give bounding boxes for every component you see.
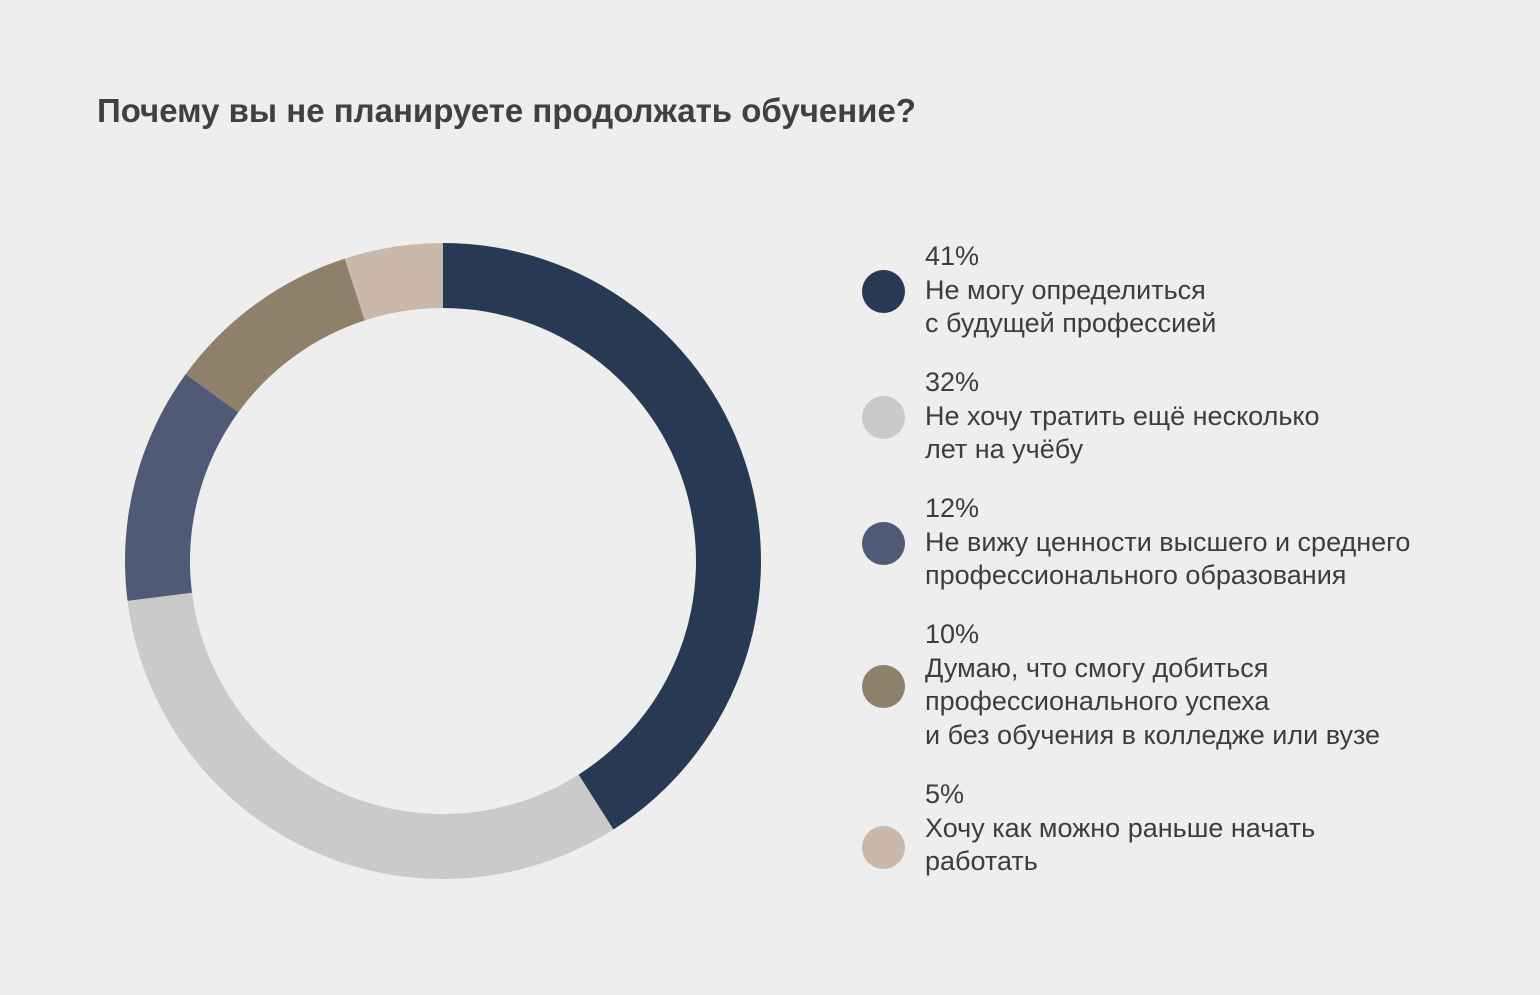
legend-label-line: с будущей профессией [925,308,1217,338]
legend-percent: 5% [925,779,965,809]
legend-swatch [862,396,905,439]
chart-title: Почему вы не планируете продолжать обуче… [97,92,916,129]
legend-label-line: профессионального образования [925,560,1347,590]
legend-swatch [862,665,905,708]
legend-swatch [862,522,905,565]
donut-chart [125,243,762,879]
legend-label-line: лет на учёбу [925,434,1084,464]
donut-slice-0 [443,243,762,830]
donut-slice-3 [185,258,365,413]
donut-slice-4 [344,243,443,321]
legend-label-line: работать [925,846,1038,876]
legend-label-line: Не могу определиться [925,274,1206,305]
donut-slice-1 [127,592,614,879]
legend-label-line: Думаю, что смогу добиться [925,652,1269,683]
legend: 41% Не могу определиться с будущей профе… [862,0,1522,995]
donut-slice-2 [125,374,239,601]
legend-percent: 10% [925,619,980,649]
legend-swatch [862,826,905,869]
legend-percent: 41% [925,241,980,271]
legend-label-line: Хочу как можно раньше начать [925,812,1316,843]
legend-percent: 12% [925,493,980,523]
legend-label-line: Не хочу тратить ещё несколько [925,400,1320,431]
legend-label-line: профессионального успеха [925,686,1270,716]
legend-swatch [862,270,905,313]
legend-label-line: и без обучения в колледже или вузе [925,719,1381,750]
legend-label-line: Не вижу ценности высшего и среднего [925,526,1411,557]
legend-percent: 32% [925,367,980,397]
